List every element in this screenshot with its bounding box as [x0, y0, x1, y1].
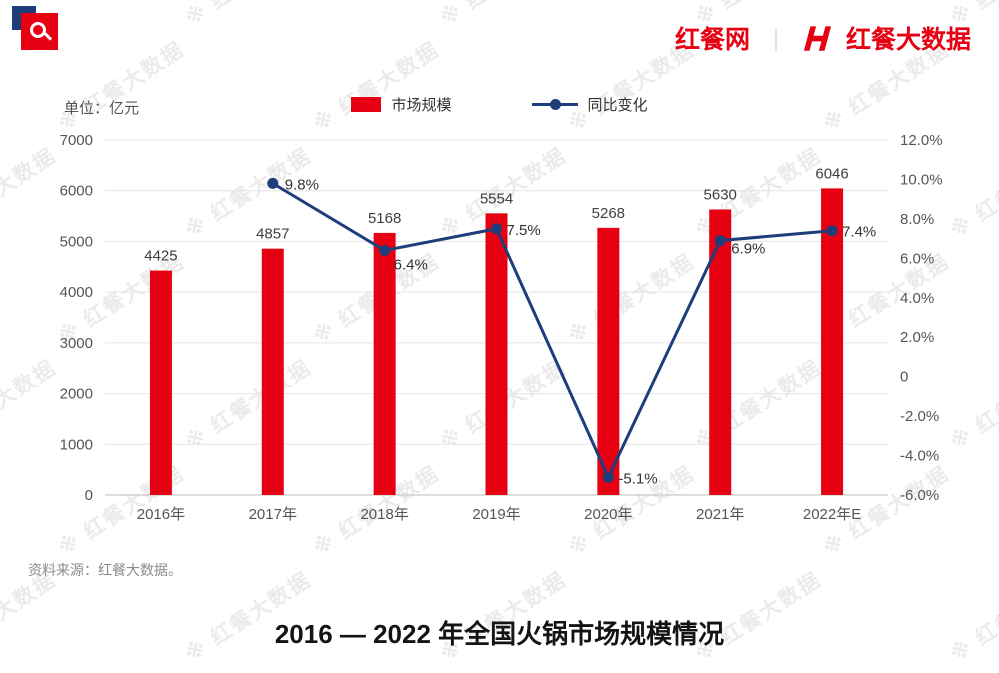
- right-axis-tick: 8.0%: [900, 211, 934, 228]
- left-axis-tick: 7000: [60, 132, 93, 149]
- bar-value-label: 5554: [480, 190, 513, 207]
- header-brand: 红餐网 ｜ 红餐大数据: [675, 20, 971, 56]
- magnifier-badge: [12, 6, 64, 58]
- line-point: [826, 225, 838, 237]
- bar-value-label: 5630: [704, 186, 737, 203]
- legend-line-label: 同比变化: [587, 97, 648, 114]
- right-axis-tick: -6.0%: [900, 487, 939, 504]
- bar-market-size: [149, 270, 172, 495]
- bar-market-size: [597, 227, 620, 495]
- left-axis-tick: 5000: [60, 233, 93, 250]
- left-axis-tick: 3000: [60, 335, 93, 352]
- page-title: 2016 — 2022 年全国火锅市场规模情况: [274, 619, 725, 649]
- bar-value-label: 4857: [256, 226, 289, 243]
- brand-hongcanwang: 红餐网: [674, 26, 750, 54]
- bar-value-label: 6046: [815, 165, 848, 182]
- line-value-label: 7.4%: [842, 224, 876, 241]
- right-axis-tick: 6.0%: [900, 250, 934, 267]
- magnifier-icon: [29, 21, 52, 41]
- x-axis-label: 2022年E: [803, 506, 861, 523]
- line-point: [602, 471, 614, 483]
- right-axis-tick: 0: [900, 369, 908, 386]
- bar-market-size: [373, 232, 396, 495]
- bar-market-size: [485, 213, 508, 495]
- left-axis-tick: 1000: [60, 436, 93, 453]
- chart: 0 1000 2000 3000 4000 5000 6000 7000 12.0% 10.0% 8…: [60, 132, 943, 523]
- x-axis-label: 2021年: [696, 506, 744, 523]
- unit-label: 单位：亿元: [64, 100, 140, 117]
- legend-bar-label: 市场规模: [391, 97, 452, 114]
- line-point: [267, 177, 279, 189]
- line-value-label: 6.9%: [731, 241, 765, 258]
- right-axis-tick: 4.0%: [900, 290, 934, 307]
- right-axis-tick: 12.0%: [900, 132, 943, 149]
- badge-red-square: [21, 13, 58, 50]
- legend-item-bar: 市场规模: [351, 94, 452, 115]
- right-axis-tick: 10.0%: [900, 171, 943, 188]
- magnifier-handle: [42, 30, 52, 41]
- bar-market-size: [261, 248, 284, 495]
- right-axis-tick: -4.0%: [900, 448, 939, 465]
- legend-bar-swatch: [351, 97, 382, 112]
- bar-value-label: 5168: [368, 210, 401, 227]
- x-axis-label: 2020年: [584, 506, 632, 523]
- left-axis-tick: 6000: [60, 183, 93, 200]
- hongcan-logo-icon: [803, 25, 832, 51]
- x-axis-label: 2016年: [137, 506, 185, 523]
- line-yoy-change: [272, 182, 833, 481]
- line-point: [491, 223, 502, 235]
- x-axis-label: 2019年: [472, 506, 520, 523]
- chart-legend: 市场规模 同比变化: [0, 94, 999, 115]
- right-axis-tick: -2.0%: [900, 408, 939, 425]
- line-value-label: -5.1%: [618, 470, 657, 487]
- line-value-label: 9.8%: [285, 176, 319, 193]
- line-point: [714, 235, 726, 247]
- line-point: [379, 244, 391, 256]
- right-axis-tick: 2.0%: [900, 329, 934, 346]
- header-divider: ｜: [763, 27, 788, 55]
- line-value-label: 7.5%: [507, 222, 541, 239]
- left-axis-tick: 2000: [60, 386, 93, 403]
- legend-line-swatch: [531, 99, 578, 110]
- brand-hongcan-bigdata: 红餐大数据: [845, 26, 971, 54]
- bar-value-label: 5268: [592, 205, 625, 222]
- source-note: 资料来源：红餐大数据。: [28, 562, 182, 578]
- line-value-label: 6.4%: [394, 256, 428, 273]
- left-axis-tick: 0: [85, 487, 93, 504]
- legend-line-dot: [549, 99, 561, 110]
- bar-market-size: [709, 209, 732, 495]
- legend-item-line: 同比变化: [531, 94, 648, 115]
- left-axis-tick: 4000: [60, 284, 93, 301]
- bar-market-size: [821, 188, 844, 496]
- bar-value-label: 4425: [144, 248, 177, 265]
- x-axis-label: 2017年: [249, 506, 297, 523]
- x-axis-label: 2018年: [360, 506, 408, 523]
